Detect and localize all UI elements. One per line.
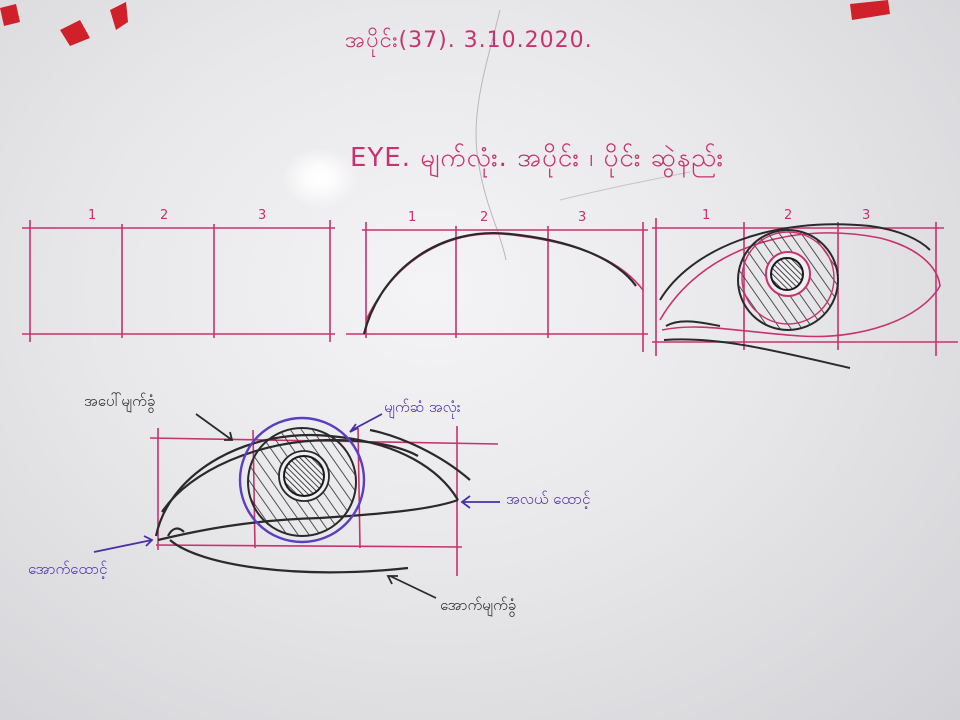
tape-piece [0, 4, 20, 26]
eye-small-pupil [770, 257, 804, 291]
column-number: 1 [88, 208, 97, 223]
eye-large-pupil [283, 455, 325, 497]
label-eyeball: မျက်ဆံ အလုံး [384, 398, 461, 416]
grid-empty [22, 220, 335, 342]
tape-piece [850, 0, 890, 20]
eye-small [659, 223, 931, 369]
column-number: 3 [258, 208, 267, 223]
tape-piece [110, 2, 128, 30]
board-scratch [559, 171, 691, 201]
label-outer-corner: အလယ် ထောင့် [506, 490, 591, 508]
column-number: 2 [784, 208, 793, 223]
lesson-title: အပိုင်း(37). 3.10.2020. [345, 28, 593, 53]
column-number: 1 [408, 210, 417, 225]
tape-piece [60, 20, 90, 46]
eye-small-iris-ring [741, 231, 835, 325]
column-number: 1 [702, 208, 711, 223]
label-inner-corner: အောက်ထောင့် [28, 560, 108, 578]
grid-arc [346, 222, 648, 352]
eye-large-eyeball-outline [238, 416, 366, 544]
leader-arrows [93, 413, 500, 599]
label-lower-eyelid: အောက်မျက်ခွံ [440, 596, 517, 614]
lesson-subtitle: EYE. မျက်လုံး. အပိုင်း ၊ ပိုင်း ဆွဲနည်း [350, 143, 724, 173]
light-glare [282, 148, 358, 208]
arc-stroke [362, 231, 637, 335]
label-upper-eyelid: အပေါ်မျက်ခွံ [84, 392, 156, 410]
board-scratch [475, 9, 507, 261]
column-number: 2 [160, 208, 169, 223]
column-number: 3 [578, 210, 587, 225]
column-number: 2 [480, 210, 489, 225]
column-number: 3 [862, 208, 871, 223]
